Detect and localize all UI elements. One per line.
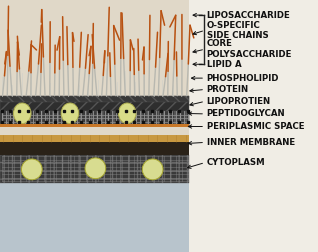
Bar [0, 155, 189, 183]
Text: PROTEIN: PROTEIN [207, 85, 249, 94]
Text: PERIPLASMIC SPACE: PERIPLASMIC SPACE [207, 122, 304, 131]
Bar [189, 0, 318, 252]
Text: PEPTIDOGLYCAN: PEPTIDOGLYCAN [207, 109, 285, 118]
Bar [0, 124, 189, 127]
Ellipse shape [13, 103, 31, 123]
Text: CORE
POLYSACCHARIDE: CORE POLYSACCHARIDE [207, 40, 292, 59]
Text: CYTOPLASM: CYTOPLASM [207, 158, 265, 167]
Text: INNER MEMBRANE: INNER MEMBRANE [207, 138, 295, 147]
Ellipse shape [22, 159, 42, 180]
Bar [0, 135, 189, 142]
Bar [0, 96, 189, 126]
Bar [0, 142, 189, 155]
Bar [188, 0, 318, 252]
Text: LIPID A: LIPID A [207, 60, 241, 69]
Text: LIPOPROTIEN: LIPOPROTIEN [207, 97, 271, 106]
Bar [0, 111, 189, 123]
Bar [0, 96, 189, 102]
Bar [0, 96, 189, 102]
Text: LIPOSACCHARIDE: LIPOSACCHARIDE [207, 11, 290, 20]
Ellipse shape [118, 103, 136, 123]
Ellipse shape [85, 158, 106, 179]
Text: O-SPECIFIC
SIDE CHAINS: O-SPECIFIC SIDE CHAINS [207, 21, 268, 40]
Text: PHOSPHOLIPID: PHOSPHOLIPID [207, 74, 279, 83]
Bar [0, 183, 189, 252]
Bar [0, 120, 189, 126]
Ellipse shape [61, 103, 79, 123]
Ellipse shape [142, 159, 163, 180]
Bar [0, 0, 189, 252]
